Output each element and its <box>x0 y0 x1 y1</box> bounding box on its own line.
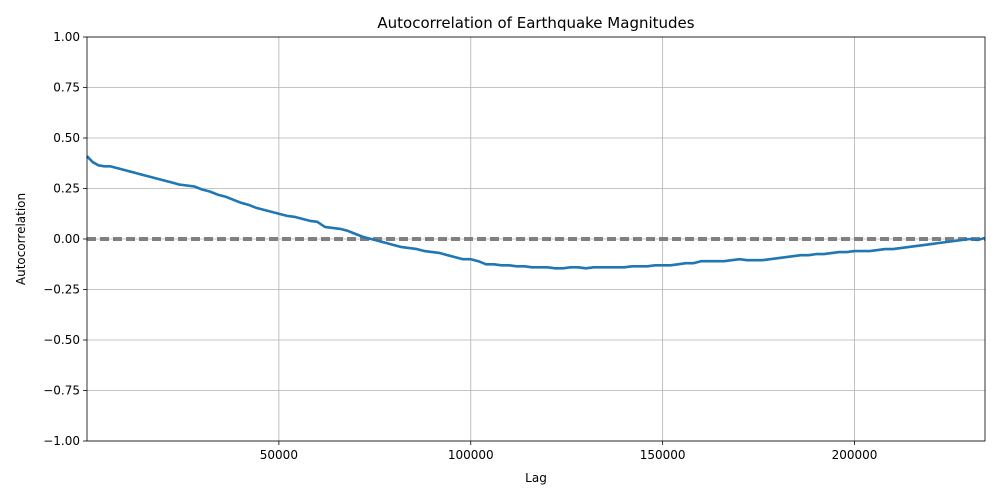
y-tick-label: −1.00 <box>43 434 80 448</box>
y-tick-label: 1.00 <box>53 30 80 44</box>
y-axis-label: Autocorrelation <box>14 193 28 285</box>
y-axis: 1.00 0.75 0.50 0.25 0.00 −0.25 −0.50 −0.75 −1.00 <box>43 30 87 448</box>
y-tick-label: −0.25 <box>43 283 80 297</box>
chart-title: Autocorrelation of Earthquake Magnitudes <box>377 14 694 32</box>
reference-lines <box>87 236 985 242</box>
y-tick-label: 0.75 <box>53 81 80 95</box>
x-tick-label: 150000 <box>640 448 686 462</box>
y-tick-label: −0.75 <box>43 384 80 398</box>
y-tick-label: 0.50 <box>53 131 80 145</box>
y-tick-label: −0.50 <box>43 333 80 347</box>
series-layer <box>86 155 986 270</box>
x-tick-label: 200000 <box>832 448 878 462</box>
y-tick-label: 0.00 <box>53 232 80 246</box>
autocorrelation-line <box>86 155 986 270</box>
x-tick-label: 50000 <box>260 448 298 462</box>
x-tick-label: 100000 <box>448 448 494 462</box>
x-axis: 50000 100000 150000 200000 <box>260 441 878 462</box>
y-tick-label: 0.25 <box>53 182 80 196</box>
x-axis-label: Lag <box>525 471 547 485</box>
